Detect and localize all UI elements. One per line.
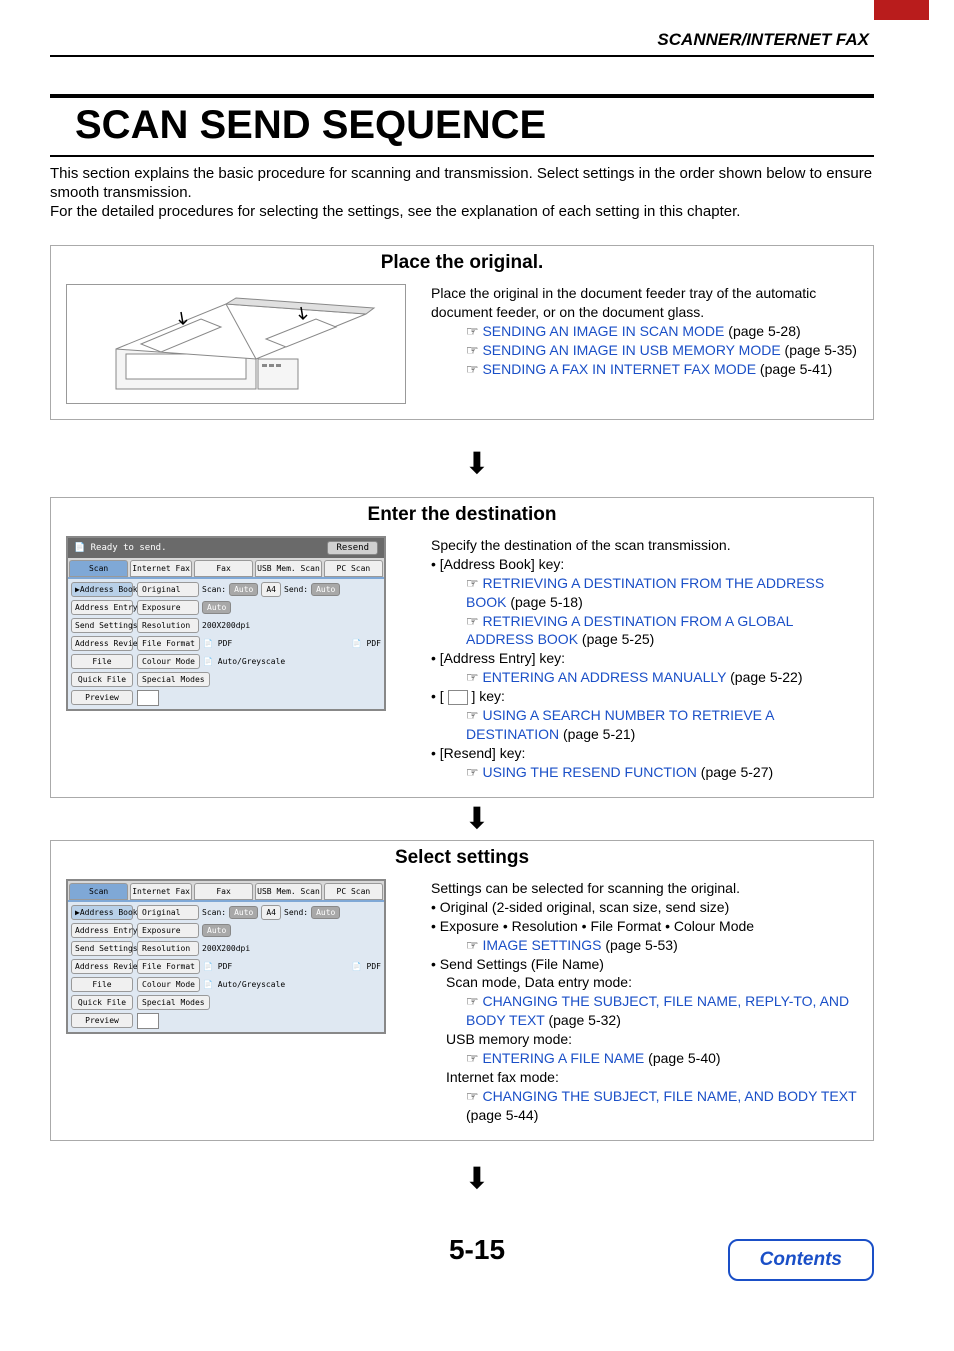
tab3-usb-mem-scan[interactable]: USB Mem. Scan — [255, 883, 322, 900]
header-accent-bar — [874, 0, 929, 20]
side-address-review[interactable]: Address Review — [71, 636, 133, 651]
tab3-pc-scan[interactable]: PC Scan — [324, 883, 383, 900]
side3-address-review[interactable]: Address Review — [71, 959, 133, 974]
page-title: SCAN SEND SEQUENCE — [75, 103, 546, 148]
side-quick-file[interactable]: Quick File — [71, 672, 133, 687]
tab3-internet-fax[interactable]: Internet Fax — [130, 883, 192, 900]
step-2-ui: 📄 Ready to send. Resend Scan Internet Fa… — [66, 536, 416, 782]
btn-file-format[interactable]: File Format — [137, 636, 200, 651]
step-1-title: Place the original. — [66, 252, 858, 274]
side3-file[interactable]: File — [71, 977, 133, 992]
panel3-tabs: Scan Internet Fax Fax USB Mem. Scan PC S… — [68, 881, 384, 900]
tab3-fax[interactable]: Fax — [194, 883, 253, 900]
step-2-desc: Specify the destination of the scan tran… — [431, 536, 858, 782]
contents-button[interactable]: Contents — [728, 1239, 874, 1281]
step-3-ui: Scan Internet Fax Fax USB Mem. Scan PC S… — [66, 879, 416, 1125]
step-2: Enter the destination 📄 Ready to send. R… — [50, 497, 874, 798]
arrow-2: ➡ — [460, 805, 495, 830]
side-address-book[interactable]: ▶Address Book — [71, 582, 133, 597]
link-changing-subject-1[interactable]: CHANGING THE SUBJECT, FILE NAME, REPLY-T… — [466, 993, 849, 1028]
printer-svg — [86, 294, 386, 394]
section-header: SCANNER/INTERNET FAX — [657, 30, 869, 50]
step-3-desc: Settings can be selected for scanning th… — [431, 879, 858, 1125]
link-changing-subject-2[interactable]: CHANGING THE SUBJECT, FILE NAME, AND BOD… — [482, 1088, 856, 1104]
link-scan-mode[interactable]: SENDING AN IMAGE IN SCAN MODE — [482, 323, 724, 339]
step-3-title: Select settings — [66, 847, 858, 869]
arrow-1: ➡ — [460, 450, 495, 475]
preview-icon-3[interactable] — [137, 1013, 159, 1029]
link-resend-function[interactable]: USING THE RESEND FUNCTION — [482, 764, 696, 780]
resend-button[interactable]: Resend — [327, 541, 378, 555]
step-2-title: Enter the destination — [66, 504, 858, 526]
title-rule-top — [50, 94, 874, 98]
arrow-3: ➡ — [460, 1165, 495, 1190]
printer-illustration — [66, 284, 416, 404]
btn-original[interactable]: Original — [137, 582, 199, 597]
tab-fax[interactable]: Fax — [194, 560, 253, 577]
link-usb-memory-mode[interactable]: SENDING AN IMAGE IN USB MEMORY MODE — [482, 342, 780, 358]
panel-header: 📄 Ready to send. Resend — [68, 538, 384, 558]
step-1: Place the original. — [50, 245, 874, 420]
preview-icon[interactable] — [137, 690, 159, 706]
step-1-lead: Place the original in the document feede… — [431, 285, 816, 320]
step-3: Select settings Scan Internet Fax Fax US… — [50, 840, 874, 1141]
bullet-address-book: • [Address Book] key: ☞ RETRIEVING A DES… — [431, 555, 858, 649]
link-entering-file-name[interactable]: ENTERING A FILE NAME — [482, 1050, 644, 1066]
bullet-search-icon-key: • [ ] key: ☞ USING A SEARCH NUMBER TO RE… — [431, 687, 858, 744]
tab-pc-scan[interactable]: PC Scan — [324, 560, 383, 577]
side-preview[interactable]: Preview — [71, 690, 133, 705]
bullet-resend: • [Resend] key: ☞ USING THE RESEND FUNCT… — [431, 744, 858, 782]
tab3-scan[interactable]: Scan — [69, 883, 128, 900]
header-rule — [50, 55, 874, 57]
btn-resolution[interactable]: Resolution — [137, 618, 199, 633]
side3-preview[interactable]: Preview — [71, 1013, 133, 1028]
side3-address-entry[interactable]: Address Entry — [71, 923, 133, 938]
side-file[interactable]: File — [71, 654, 133, 669]
side3-quick-file[interactable]: Quick File — [71, 995, 133, 1010]
intro-paragraph: This section explains the basic procedur… — [50, 165, 874, 221]
step-1-desc: Place the original in the document feede… — [431, 284, 858, 404]
tab-usb-mem-scan[interactable]: USB Mem. Scan — [255, 560, 322, 577]
btn-exposure[interactable]: Exposure — [137, 600, 199, 615]
panel-tabs: Scan Internet Fax Fax USB Mem. Scan PC S… — [68, 558, 384, 577]
link-internet-fax-mode[interactable]: SENDING A FAX IN INTERNET FAX MODE — [482, 361, 756, 377]
side3-send-settings[interactable]: Send Settings — [71, 941, 133, 956]
tab-scan[interactable]: Scan — [69, 560, 128, 577]
link-enter-address-manually[interactable]: ENTERING AN ADDRESS MANUALLY — [482, 669, 726, 685]
page-number: 5-15 — [449, 1234, 505, 1266]
side3-address-book[interactable]: ▶Address Book — [71, 905, 133, 920]
search-key-icon — [448, 690, 468, 705]
side-address-entry[interactable]: Address Entry — [71, 600, 133, 615]
bullet-address-entry: • [Address Entry] key: ☞ ENTERING AN ADD… — [431, 649, 858, 687]
btn-colour-mode[interactable]: Colour Mode — [137, 654, 200, 669]
link-image-settings[interactable]: IMAGE SETTINGS — [482, 937, 601, 953]
tab-internet-fax[interactable]: Internet Fax — [130, 560, 192, 577]
side-send-settings[interactable]: Send Settings — [71, 618, 133, 633]
title-rule-bottom — [50, 155, 874, 157]
btn-special-modes[interactable]: Special Modes — [137, 672, 210, 687]
